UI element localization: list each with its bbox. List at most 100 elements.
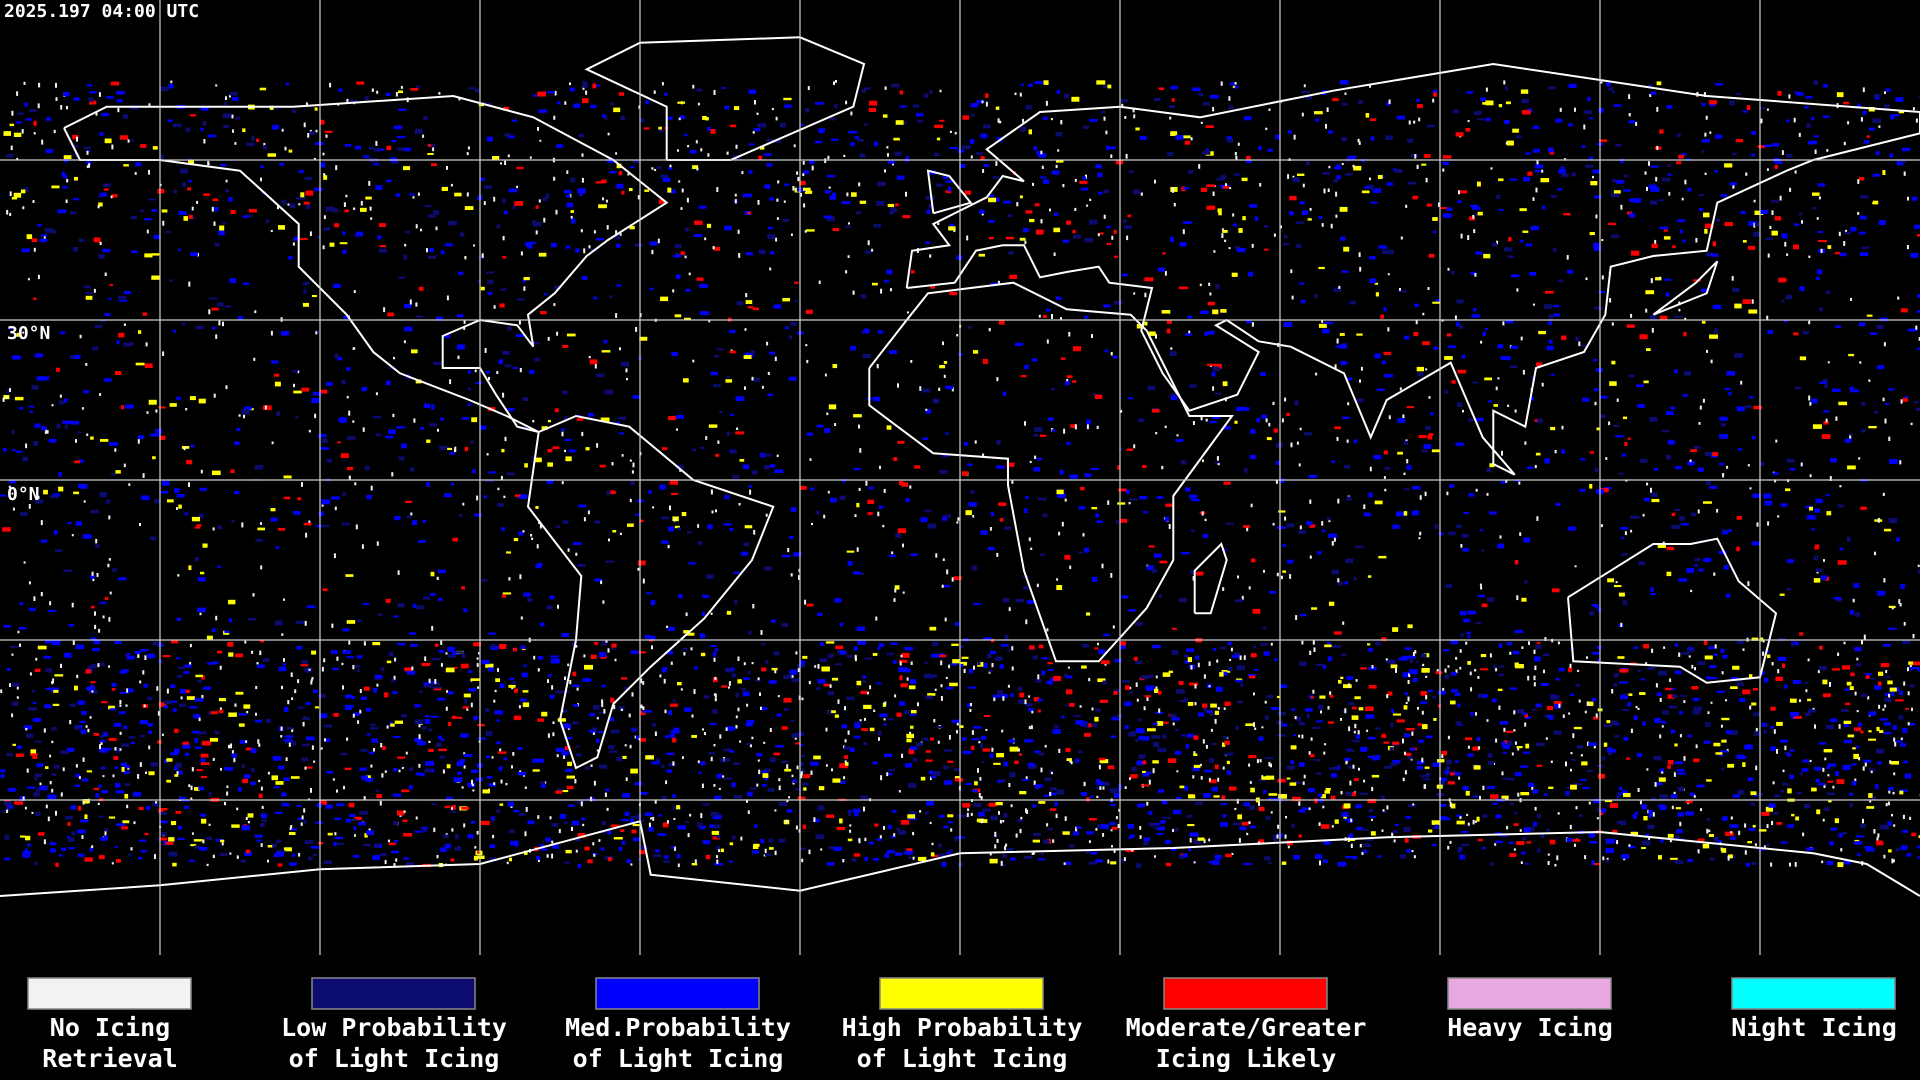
- icing-pixel: [1816, 217, 1819, 220]
- icing-pixel: [11, 429, 15, 435]
- icing-pixel: [1751, 702, 1757, 706]
- icing-pixel: [905, 498, 910, 503]
- icing-pixel: [416, 605, 424, 610]
- icing-pixel: [1388, 415, 1391, 420]
- icing-pixel: [303, 201, 310, 205]
- icing-pixel: [1816, 269, 1823, 275]
- icing-pixel: [1583, 124, 1586, 130]
- icing-pixel: [1458, 190, 1460, 195]
- icing-pixel: [551, 685, 554, 690]
- icing-pixel: [1511, 752, 1514, 756]
- icing-pixel: [242, 128, 246, 133]
- icing-pixel: [601, 820, 606, 826]
- icing-pixel: [217, 525, 222, 530]
- icing-pixel: [455, 651, 464, 654]
- icing-pixel: [1641, 847, 1646, 849]
- icing-pixel: [433, 827, 436, 833]
- icing-pixel: [1508, 237, 1512, 242]
- icing-pixel: [1804, 106, 1810, 109]
- icing-pixel: [519, 368, 522, 373]
- icing-pixel: [1243, 116, 1252, 121]
- icing-pixel: [24, 102, 28, 107]
- icing-pixel: [466, 152, 469, 156]
- icing-pixel: [965, 510, 972, 516]
- icing-pixel: [49, 229, 57, 234]
- icing-pixel: [1387, 327, 1390, 332]
- icing-pixel: [1524, 716, 1532, 719]
- icing-pixel: [1690, 589, 1693, 593]
- icing-pixel: [884, 853, 889, 858]
- icing-pixel: [1862, 766, 1865, 771]
- icing-pixel: [1515, 135, 1522, 139]
- icing-pixel: [1280, 478, 1285, 483]
- icing-pixel: [115, 371, 122, 375]
- icing-pixel: [397, 756, 405, 759]
- icing-pixel: [1069, 565, 1072, 569]
- icing-pixel: [1498, 208, 1504, 211]
- icing-pixel: [954, 622, 959, 626]
- icing-pixel: [660, 174, 669, 178]
- icing-pixel: [322, 245, 325, 250]
- icing-pixel: [1347, 157, 1356, 161]
- icing-pixel: [1349, 300, 1356, 305]
- icing-pixel: [1722, 473, 1725, 478]
- icing-pixel: [1259, 183, 1262, 187]
- icing-pixel: [1404, 335, 1410, 340]
- icing-pixel: [1421, 668, 1430, 673]
- icing-pixel: [625, 368, 628, 373]
- icing-pixel: [1681, 197, 1684, 201]
- icing-pixel: [1089, 198, 1092, 201]
- icing-pixel: [194, 738, 198, 743]
- icing-pixel: [964, 190, 971, 195]
- icing-pixel: [1869, 800, 1872, 803]
- icing-pixel: [17, 630, 20, 634]
- icing-pixel: [1115, 520, 1119, 524]
- icing-pixel: [1651, 327, 1654, 333]
- icing-pixel: [177, 666, 186, 669]
- icing-pixel: [1040, 852, 1044, 856]
- icing-pixel: [361, 386, 367, 392]
- icing-pixel: [1353, 165, 1362, 171]
- icing-pixel: [1468, 493, 1474, 497]
- icing-pixel: [701, 611, 705, 617]
- icing-pixel: [321, 504, 324, 507]
- icing-pixel: [1463, 512, 1469, 515]
- icing-pixel: [1488, 399, 1492, 403]
- icing-pixel: [1317, 551, 1322, 555]
- icing-pixel: [1714, 170, 1718, 173]
- icing-pixel: [1673, 508, 1681, 511]
- icing-pixel: [346, 620, 356, 624]
- icing-pixel: [31, 238, 38, 243]
- icing-pixel: [151, 275, 161, 280]
- icing-pixel: [1416, 164, 1419, 169]
- icing-pixel: [115, 783, 121, 788]
- icing-pixel: [1546, 345, 1554, 351]
- icing-pixel: [1334, 819, 1339, 824]
- icing-pixel: [354, 816, 362, 821]
- icing-pixel: [1786, 458, 1795, 463]
- icing-pixel: [1008, 739, 1015, 743]
- icing-pixel: [1040, 176, 1046, 179]
- icing-pixel: [202, 839, 205, 844]
- icing-pixel: [1639, 692, 1646, 695]
- icing-pixel: [1650, 278, 1653, 284]
- icing-pixel: [745, 252, 753, 256]
- icing-pixel: [33, 132, 36, 135]
- icing-pixel: [535, 205, 539, 209]
- icing-pixel: [405, 500, 412, 503]
- icing-pixel: [1479, 583, 1482, 586]
- icing-pixel: [404, 326, 413, 332]
- icing-pixel: [1490, 794, 1499, 799]
- icing-pixel: [1314, 294, 1319, 299]
- icing-pixel: [438, 597, 443, 601]
- icing-pixel: [1675, 466, 1682, 470]
- icing-pixel: [93, 288, 96, 293]
- icing-pixel: [337, 357, 343, 361]
- icing-pixel: [1245, 319, 1252, 324]
- icing-pixel: [1156, 721, 1164, 726]
- icing-pixel: [1442, 155, 1452, 159]
- icing-pixel: [1131, 766, 1137, 772]
- icing-pixel: [488, 783, 496, 787]
- icing-pixel: [1917, 845, 1920, 849]
- icing-pixel: [321, 438, 328, 443]
